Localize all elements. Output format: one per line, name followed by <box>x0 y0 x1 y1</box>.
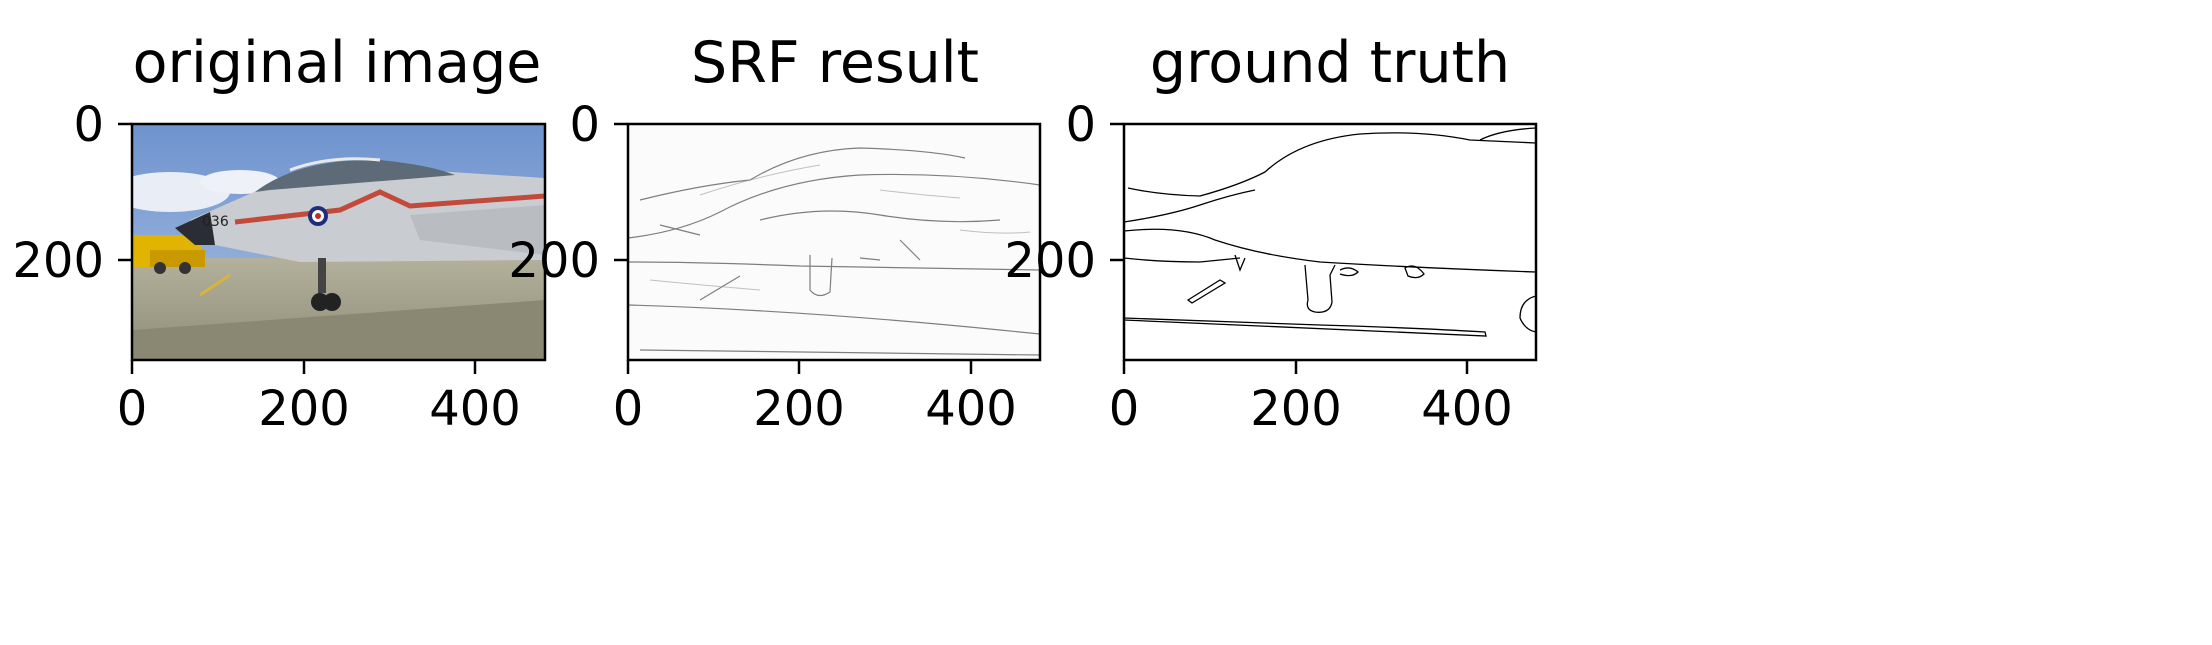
x-tick-label: 0 <box>1109 381 1140 437</box>
panel-original-image: original image <box>0 0 737 645</box>
panel-ground-truth: ground truth <box>1150 0 2212 645</box>
x-tick-label: 200 <box>1250 381 1342 437</box>
axes-frame <box>130 122 547 362</box>
y-tick-label: 0 <box>73 97 104 153</box>
x-tick-label: 200 <box>753 381 845 437</box>
panel-title: original image <box>132 30 542 96</box>
ground-truth-contours <box>1124 124 1536 360</box>
panel-title: ground truth <box>1149 30 1511 96</box>
x-tick-label: 0 <box>117 381 148 437</box>
y-tick-label: 200 <box>12 233 104 289</box>
axes-frame <box>1122 122 1538 362</box>
panel-title: SRF result <box>691 30 979 96</box>
jet-photo: 036 <box>132 124 545 360</box>
y-tick-label: 200 <box>508 233 600 289</box>
x-tick-label: 200 <box>258 381 350 437</box>
y-tick-label: 200 <box>1004 233 1096 289</box>
x-tick-label: 400 <box>1421 381 1513 437</box>
y-tick-label: 0 <box>569 97 600 153</box>
original-image-axes: 036 0 200 400 0 200 <box>12 97 547 437</box>
x-tick-label: 400 <box>925 381 1017 437</box>
x-tick-label: 400 <box>429 381 521 437</box>
svg-text:036: 036 <box>202 214 229 230</box>
axes-frame <box>626 122 1042 362</box>
y-tick-label: 0 <box>1065 97 1096 153</box>
srf-edge-map <box>628 124 1040 360</box>
panel-srf-result: SRF result <box>691 0 1441 645</box>
x-tick-label: 0 <box>613 381 644 437</box>
